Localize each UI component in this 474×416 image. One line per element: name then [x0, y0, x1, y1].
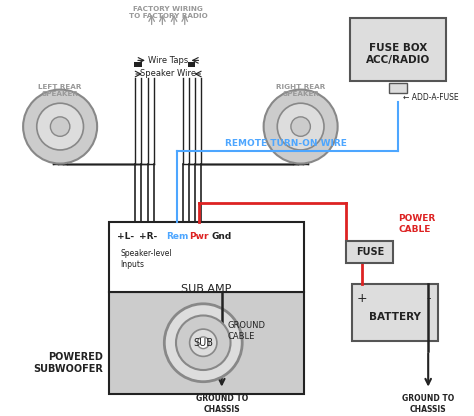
Circle shape: [23, 89, 97, 163]
Text: Rem: Rem: [166, 232, 188, 241]
Bar: [109, 292, 303, 394]
Bar: [352, 284, 438, 341]
Text: ← ADD-A-FUSE: ← ADD-A-FUSE: [403, 93, 458, 102]
Bar: [188, 62, 195, 67]
Text: -: -: [426, 292, 430, 305]
Circle shape: [277, 103, 324, 150]
Text: LEFT REAR
SPEAKER: LEFT REAR SPEAKER: [38, 84, 82, 97]
Bar: [346, 241, 393, 263]
Text: +: +: [356, 292, 367, 305]
Bar: [134, 62, 142, 67]
Circle shape: [264, 89, 337, 163]
Text: SUB: SUB: [193, 338, 213, 348]
Text: FUSE BOX
ACC/RADIO: FUSE BOX ACC/RADIO: [366, 43, 430, 65]
Circle shape: [50, 117, 70, 136]
Text: GROUND TO
CHASSIS: GROUND TO CHASSIS: [402, 394, 454, 414]
Text: GROUND
CABLE: GROUND CABLE: [228, 322, 265, 341]
Text: SUB AMP: SUB AMP: [181, 284, 231, 295]
Circle shape: [176, 315, 230, 370]
Circle shape: [37, 103, 83, 150]
Text: GROUND TO
CHASSIS: GROUND TO CHASSIS: [196, 394, 248, 414]
Text: BATTERY: BATTERY: [369, 312, 421, 322]
Text: POWERED
SUBWOOFER: POWERED SUBWOOFER: [33, 352, 103, 374]
Text: POWER
CABLE: POWER CABLE: [398, 214, 435, 234]
Text: +R-: +R-: [138, 232, 157, 241]
Text: Wire Taps: Wire Taps: [148, 55, 188, 64]
Circle shape: [164, 304, 242, 382]
Circle shape: [190, 329, 217, 357]
Circle shape: [197, 337, 209, 349]
Bar: [350, 17, 446, 81]
Text: Gnd: Gnd: [211, 232, 232, 241]
Text: Speaker Wire: Speaker Wire: [140, 69, 196, 78]
Text: +L-: +L-: [117, 232, 134, 241]
Text: RIGHT REAR
SPEAKER: RIGHT REAR SPEAKER: [276, 84, 325, 97]
Circle shape: [291, 117, 310, 136]
Bar: [109, 222, 303, 292]
Text: Speaker-level
Inputs: Speaker-level Inputs: [120, 249, 172, 269]
Text: FUSE: FUSE: [356, 247, 384, 257]
Text: FACTORY WIRING
TO FACTORY RADIO: FACTORY WIRING TO FACTORY RADIO: [129, 6, 208, 19]
Text: REMOTE TURN-ON WIRE: REMOTE TURN-ON WIRE: [225, 139, 347, 148]
Bar: [389, 83, 407, 92]
Text: Pwr: Pwr: [190, 232, 209, 241]
